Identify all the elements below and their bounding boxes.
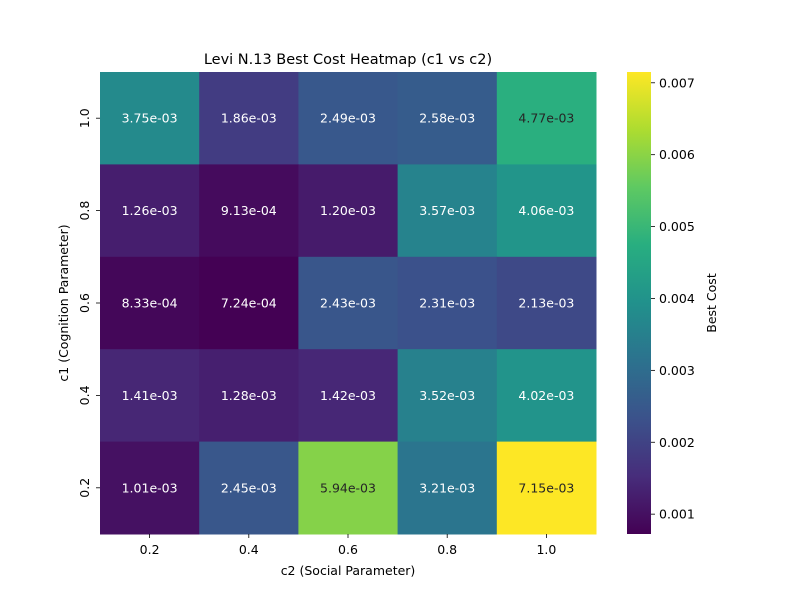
- heatmap-cell-label: 4.06e-03: [518, 203, 574, 218]
- heatmap-cell-label: 2.43e-03: [320, 296, 376, 311]
- heatmap-cell: [298, 441, 399, 535]
- heatmap-cell-label: 1.01e-03: [122, 480, 178, 495]
- heatmap-cells: [100, 72, 597, 535]
- heatmap-cell: [199, 349, 299, 443]
- heatmap-cell-label: 4.02e-03: [518, 388, 574, 403]
- x-tick-label: 0.6: [338, 542, 358, 557]
- heatmap-cell: [397, 164, 498, 258]
- heatmap-cell: [199, 72, 299, 165]
- heatmap-cell-label: 3.57e-03: [419, 203, 475, 218]
- heatmap-cell: [100, 349, 200, 443]
- heatmap-cell: [397, 441, 498, 535]
- heatmap-cell: [397, 256, 498, 350]
- x-tick-label: 1.0: [536, 542, 556, 557]
- heatmap-cell-label: 3.21e-03: [419, 480, 475, 495]
- heatmap-cell-label: 1.28e-03: [221, 388, 277, 403]
- heatmap-cell: [298, 349, 399, 443]
- heatmap-cell: [100, 164, 200, 258]
- heatmap-cell-label: 2.13e-03: [518, 296, 574, 311]
- y-tick-label: 0.4: [77, 385, 92, 405]
- heatmap-cell-label: 5.94e-03: [320, 480, 376, 495]
- heatmap-cell: [100, 256, 200, 350]
- heatmap-cell-label: 1.26e-03: [122, 203, 178, 218]
- y-tick-label: 0.6: [77, 293, 92, 313]
- colorbar-tick-label: 0.002: [659, 435, 695, 450]
- heatmap-cell: [496, 164, 597, 258]
- heatmap-cell: [100, 441, 200, 535]
- heatmap-cell: [298, 256, 399, 350]
- heatmap-cell: [496, 72, 597, 165]
- chart-title: Levi N.13 Best Cost Heatmap (c1 vs c2): [204, 52, 492, 68]
- colorbar: [627, 72, 651, 534]
- x-tick-label: 0.4: [239, 542, 259, 557]
- heatmap-cell-label: 3.75e-03: [122, 111, 178, 126]
- x-tick-label: 0.8: [437, 542, 457, 557]
- heatmap-cell: [100, 72, 200, 165]
- colorbar-ticks: 0.001 0.002 0.003 0.004 0.005 0.006 0.007: [651, 75, 695, 522]
- y-tick-label: 0.8: [77, 201, 92, 221]
- y-tick-label: 1.0: [77, 108, 92, 128]
- heatmap-cell: [199, 441, 299, 535]
- heatmap-cell-labels: 3.75e-03 1.86e-03 2.49e-03 2.58e-03 4.77e-03…: [122, 111, 575, 496]
- heatmap-cell-label: 1.86e-03: [221, 111, 277, 126]
- heatmap-cell: [199, 256, 299, 350]
- heatmap-cell-label: 2.49e-03: [320, 111, 376, 126]
- heatmap-cell: [496, 256, 597, 350]
- heatmap-cell: [496, 441, 597, 535]
- colorbar-tick-label: 0.004: [659, 291, 695, 306]
- heatmap-cell-label: 7.24e-04: [221, 296, 277, 311]
- heatmap-cell-label: 1.42e-03: [320, 388, 376, 403]
- heatmap-cell-label: 7.15e-03: [518, 480, 574, 495]
- x-tick-label: 0.2: [140, 542, 160, 557]
- heatmap-cell-label: 2.58e-03: [419, 111, 475, 126]
- x-axis: 0.2 0.4 0.6 0.8 1.0: [140, 534, 556, 557]
- heatmap-cell-label: 2.45e-03: [221, 480, 277, 495]
- heatmap-cell: [397, 72, 498, 165]
- colorbar-tick-label: 0.001: [659, 507, 695, 522]
- heatmap-cell-label: 2.31e-03: [419, 296, 475, 311]
- y-tick-label: 0.2: [77, 478, 92, 498]
- heatmap-cell-label: 3.52e-03: [419, 388, 475, 403]
- heatmap-cell-label: 8.33e-04: [122, 296, 178, 311]
- heatmap-cell: [397, 349, 498, 443]
- heatmap-cell: [298, 164, 399, 258]
- x-axis-label: c2 (Social Parameter): [281, 563, 416, 578]
- heatmap-cell-label: 1.20e-03: [320, 203, 376, 218]
- heatmap-cell: [298, 72, 399, 165]
- colorbar-label: Best Cost: [704, 273, 719, 333]
- heatmap-cell-label: 9.13e-04: [221, 203, 277, 218]
- colorbar-tick-label: 0.003: [659, 363, 695, 378]
- heatmap-cell: [199, 164, 299, 258]
- colorbar-tick-label: 0.007: [659, 75, 695, 90]
- colorbar-tick-label: 0.005: [659, 219, 695, 234]
- heatmap-cell-label: 4.77e-03: [518, 111, 574, 126]
- y-axis: 1.0 0.8 0.6 0.4 0.2: [77, 108, 100, 498]
- heatmap-cell: [496, 349, 597, 443]
- y-axis-label: c1 (Cognition Parameter): [56, 224, 71, 381]
- heatmap-cell-label: 1.41e-03: [122, 388, 178, 403]
- colorbar-tick-label: 0.006: [659, 147, 695, 162]
